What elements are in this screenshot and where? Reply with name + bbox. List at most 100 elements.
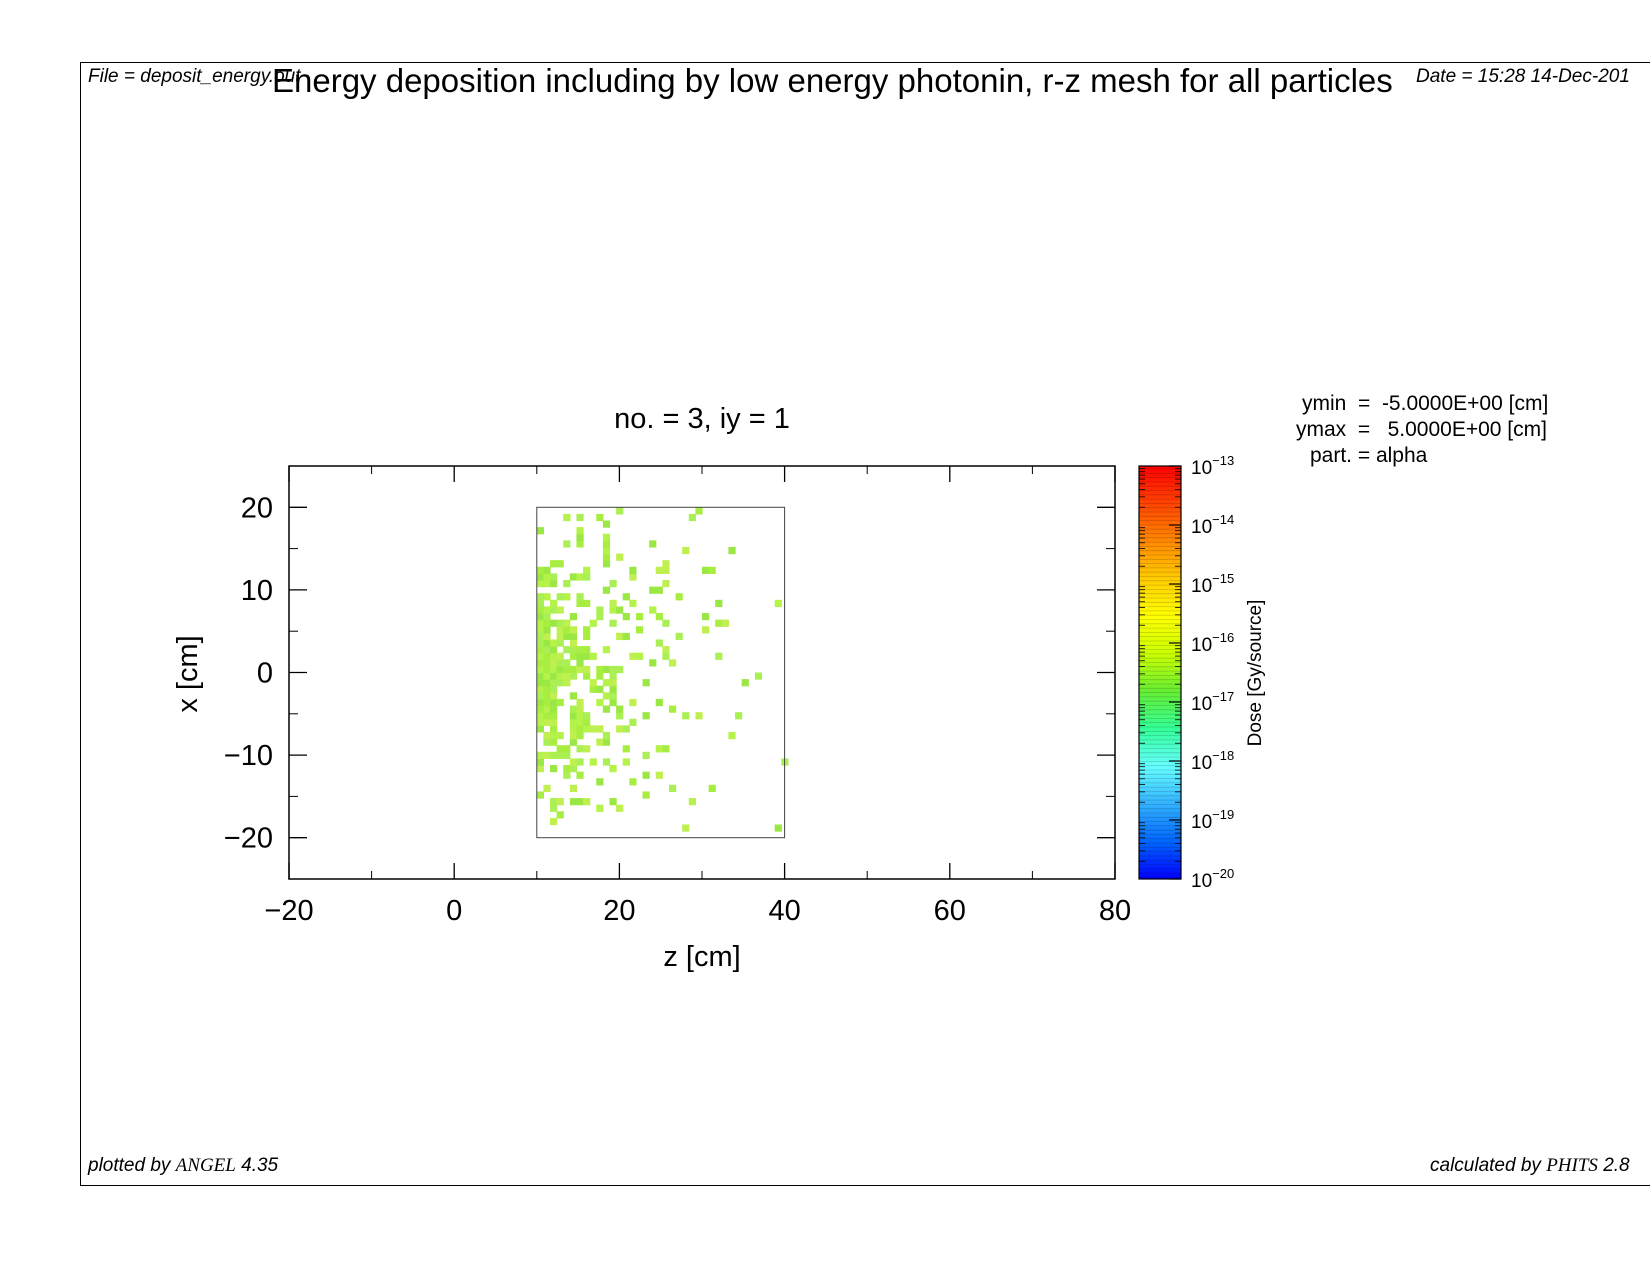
heatmap-cell xyxy=(543,698,551,707)
heatmap-cell xyxy=(576,646,584,654)
heatmap-cell xyxy=(556,632,564,641)
heatmap-cell xyxy=(569,758,578,766)
heatmap-cell xyxy=(616,712,624,720)
heatmap-cell xyxy=(622,725,630,733)
heatmap-cell xyxy=(536,705,545,713)
colorbar-tick-label: 10−17 xyxy=(1191,689,1234,715)
heatmap-cell xyxy=(536,606,545,614)
heatmap-cell xyxy=(576,593,584,601)
heatmap-cell xyxy=(609,798,617,806)
heatmap-cell xyxy=(543,731,551,740)
heatmap-cell xyxy=(596,778,604,786)
heatmap-cell xyxy=(702,626,710,634)
heatmap-cell xyxy=(543,738,551,746)
heatmap-cell xyxy=(536,679,545,687)
heatmap-cell xyxy=(583,599,591,608)
heatmap-cell xyxy=(576,533,584,541)
heatmap-cell xyxy=(556,593,564,601)
heatmap-cell xyxy=(543,606,551,614)
heatmap-cell xyxy=(622,745,630,753)
heatmap-cell xyxy=(589,619,597,627)
heatmap-cell xyxy=(655,613,663,621)
heatmap-cell xyxy=(583,566,591,574)
heatmap-cell xyxy=(569,712,578,720)
heatmap-cell xyxy=(550,698,558,707)
heatmap-cell xyxy=(536,599,545,608)
heatmap-cell xyxy=(583,745,591,753)
heatmap-cell xyxy=(602,758,611,766)
heatmap-cell xyxy=(550,765,558,773)
heatmap-cell xyxy=(556,698,564,707)
heatmap-cell xyxy=(609,606,617,614)
heatmap-cell xyxy=(576,731,584,740)
heatmap-cell xyxy=(556,652,564,660)
heatmap-cell xyxy=(602,520,611,528)
heatmap-cell xyxy=(576,745,584,753)
heatmap-cell xyxy=(576,705,584,713)
heatmap-cell xyxy=(642,679,650,687)
heatmap-cell xyxy=(602,738,611,746)
heatmap-cell xyxy=(543,646,551,654)
heatmap-cell xyxy=(550,672,558,680)
heatmap-cell xyxy=(754,672,763,680)
heatmap-cell xyxy=(655,745,663,753)
heatmap-cell xyxy=(728,546,736,555)
heatmap-cell xyxy=(556,731,564,740)
heatmap-cell xyxy=(602,646,611,654)
heatmap-cell xyxy=(602,692,611,700)
heatmap-cell xyxy=(576,573,584,581)
heatmap-cell xyxy=(543,751,551,760)
heatmap-cell xyxy=(569,692,578,700)
x-tick-label: −20 xyxy=(264,895,313,927)
heatmap-cell xyxy=(550,685,558,693)
heatmap-cell xyxy=(583,672,591,680)
heatmap-cell xyxy=(550,573,558,581)
y-tick-label: −20 xyxy=(224,823,273,855)
heatmap-cell xyxy=(576,652,584,660)
heatmap-cell xyxy=(569,646,578,654)
heatmap-cell xyxy=(550,606,558,614)
heatmap-cell xyxy=(622,613,630,621)
heatmap-cell xyxy=(563,513,571,522)
plotted-version: 4.35 xyxy=(235,1155,279,1176)
heatmap-cell xyxy=(682,546,690,555)
heatmap-cell xyxy=(662,619,670,627)
heatmap-cell xyxy=(602,533,611,541)
heatmap-cell xyxy=(616,632,624,641)
heatmap-cell xyxy=(550,679,558,687)
heatmap-cell xyxy=(609,698,617,707)
heatmap-cell xyxy=(536,765,545,773)
y-tick-label: −10 xyxy=(224,740,273,772)
heatmap-cell xyxy=(563,672,571,680)
chart-title: no. = 3, iy = 1 xyxy=(614,403,790,435)
heatmap-cell xyxy=(556,745,564,753)
heatmap-cell xyxy=(550,665,558,674)
heatmap-cell xyxy=(662,579,670,588)
heatmap-cell xyxy=(596,804,604,812)
heatmap-cell xyxy=(583,798,591,806)
heatmap-cell xyxy=(550,817,558,826)
heatmap-cell xyxy=(569,672,578,680)
heatmap-cell xyxy=(702,613,710,621)
heatmap-cell xyxy=(602,731,611,740)
heatmap-cell xyxy=(536,566,545,574)
heatmap-cell xyxy=(543,665,551,674)
heatmap-cell xyxy=(536,692,545,700)
heatmap-cell xyxy=(550,599,558,608)
heatmap-cell xyxy=(543,692,551,700)
heatmap-cell xyxy=(543,619,551,627)
heatmap-cell xyxy=(563,593,571,601)
heatmap-cell xyxy=(655,586,663,594)
plotted-prefix: plotted by xyxy=(88,1155,176,1176)
x-tick-label: 80 xyxy=(1099,895,1131,927)
heatmap-cell xyxy=(536,573,545,581)
heatmap-cell xyxy=(543,712,551,720)
heatmap-cell xyxy=(616,606,624,614)
heatmap-cell xyxy=(662,566,670,574)
heatmap-cell xyxy=(616,507,624,515)
heatmap-cell xyxy=(563,745,571,753)
heatmap-cell xyxy=(635,613,644,621)
calculated-version: 2.8 xyxy=(1597,1155,1630,1176)
heatmap-cell xyxy=(609,679,617,687)
heatmap-cell xyxy=(550,705,558,713)
